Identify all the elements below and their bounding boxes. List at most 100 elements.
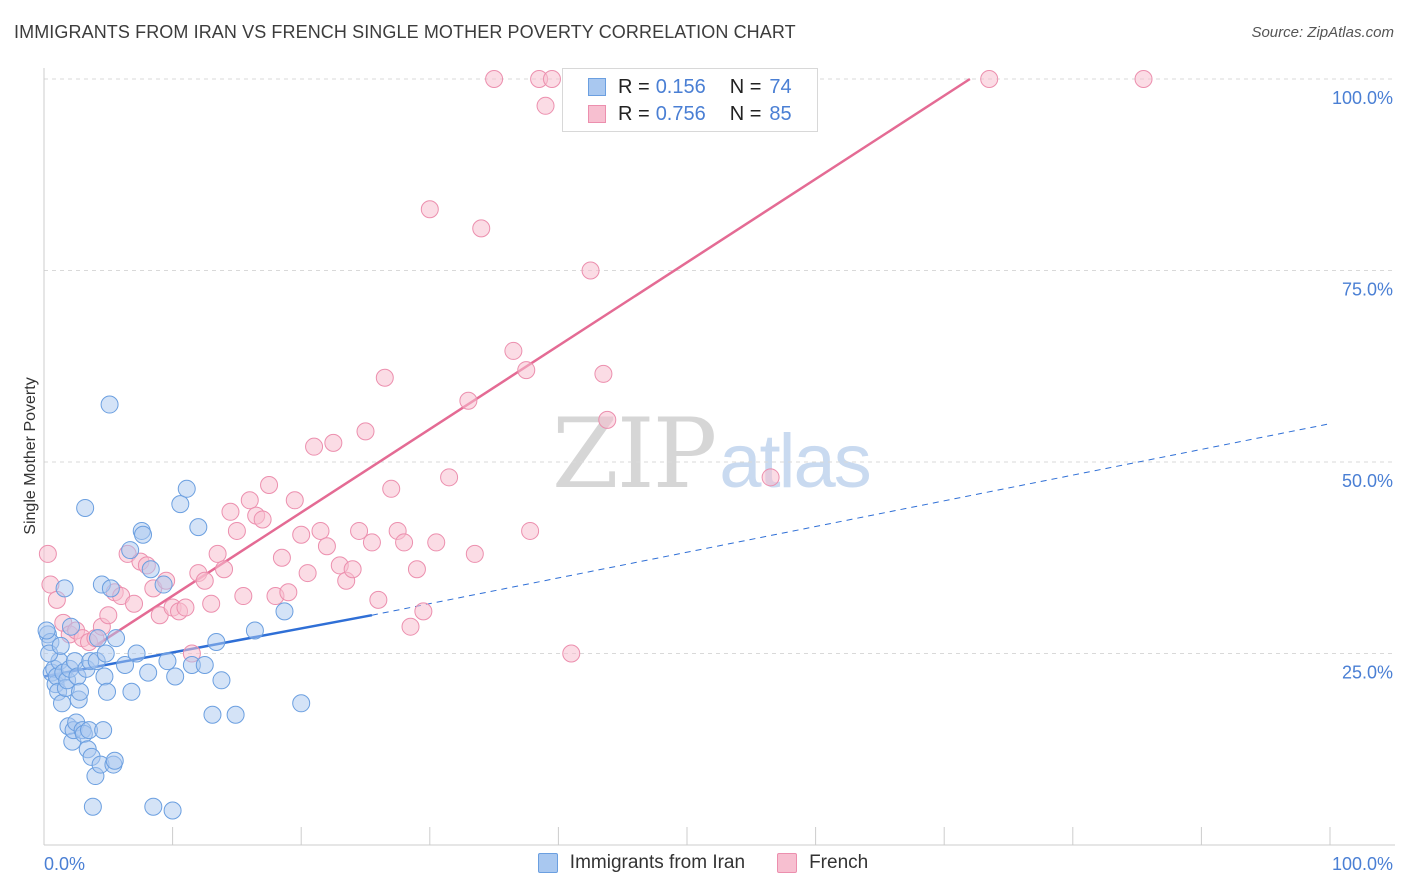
french-swatch xyxy=(588,105,606,123)
iran-point xyxy=(134,525,153,544)
iran-n-value: 74 xyxy=(769,75,792,98)
axes xyxy=(43,68,1395,846)
iran-point xyxy=(144,797,163,816)
legend-item-iran[interactable]: Immigrants from Iran xyxy=(537,852,746,874)
french-point xyxy=(279,583,298,602)
legend-n-label: N = xyxy=(729,102,762,125)
french-point xyxy=(234,587,253,606)
french-point xyxy=(427,533,446,552)
iran-point xyxy=(62,617,81,636)
french-point xyxy=(38,544,57,563)
iran-point xyxy=(189,518,208,537)
french-point xyxy=(208,544,227,563)
iran-trend-dashed xyxy=(371,423,1331,616)
french-point xyxy=(395,533,414,552)
french-point xyxy=(517,361,536,380)
french-point xyxy=(401,617,420,636)
y-axis-label: Single Mother Poverty xyxy=(22,377,39,534)
french-point xyxy=(581,261,600,280)
french-point xyxy=(521,521,540,540)
iran-point xyxy=(195,655,214,674)
french-point xyxy=(504,341,523,360)
iran-r-value: 0.156 xyxy=(655,75,706,98)
french-point xyxy=(285,491,304,510)
iran-legend-swatch xyxy=(537,853,558,873)
french-point xyxy=(305,437,324,456)
french-point xyxy=(253,510,272,529)
iran-point xyxy=(98,682,117,701)
iran-point xyxy=(292,694,311,713)
iran-points xyxy=(37,395,311,820)
legend-item-french[interactable]: French xyxy=(777,852,868,874)
french-point xyxy=(485,70,504,88)
french-point xyxy=(99,606,118,625)
iran-point xyxy=(226,705,245,724)
iran-point xyxy=(100,395,119,414)
iran-point xyxy=(94,721,113,740)
source-label: Source: ZipAtlas.com xyxy=(1251,24,1394,41)
iran-point xyxy=(163,801,182,820)
y-tick-label: 75.0% xyxy=(1342,280,1393,300)
french-point xyxy=(459,391,478,410)
legend-row-iran: R = 0.156 N = 74 xyxy=(563,74,792,100)
iran-point xyxy=(127,644,146,663)
x-tick-label-min: 0.0% xyxy=(44,854,85,874)
iran-point xyxy=(89,629,108,648)
french-n-value: 85 xyxy=(769,102,792,125)
french-point xyxy=(369,590,388,609)
french-point xyxy=(536,96,555,115)
french-point xyxy=(292,525,311,544)
french-point xyxy=(350,521,369,540)
iran-point xyxy=(166,667,185,686)
french-point xyxy=(317,537,336,556)
french-point xyxy=(202,594,221,613)
french-point xyxy=(272,548,291,567)
french-point xyxy=(472,219,491,238)
iran-point xyxy=(55,579,74,598)
iran-point xyxy=(158,652,177,671)
french-point xyxy=(227,521,246,540)
french-point xyxy=(465,544,484,563)
french-point xyxy=(594,364,613,383)
chart-title: IMMIGRANTS FROM IRAN VS FRENCH SINGLE MO… xyxy=(14,22,796,42)
french-point xyxy=(414,602,433,621)
french-point xyxy=(298,564,317,583)
watermark-zip: ZIP xyxy=(552,398,717,510)
grid-lines xyxy=(44,78,1395,654)
french-legend-swatch xyxy=(777,853,798,873)
legend-n-label: N = xyxy=(729,75,762,98)
iran-point xyxy=(105,751,124,770)
french-point xyxy=(215,560,234,579)
iran-point xyxy=(71,682,90,701)
french-point xyxy=(407,560,426,579)
french-point xyxy=(761,468,780,487)
iran-point xyxy=(203,705,222,724)
french-point xyxy=(1134,70,1153,88)
iran-point xyxy=(101,579,120,598)
iran-point xyxy=(275,602,294,621)
iran-point xyxy=(212,671,231,690)
iran-point xyxy=(139,663,158,682)
iran-point xyxy=(83,797,102,816)
iran-point xyxy=(245,621,264,640)
french-point xyxy=(598,410,617,429)
y-tick-label: 100.0% xyxy=(1332,88,1393,108)
iran-legend-label: Immigrants from Iran xyxy=(569,852,746,873)
french-point xyxy=(542,70,561,88)
legend-r-label: R = xyxy=(618,102,650,125)
iran-point xyxy=(116,655,135,674)
iran-swatch xyxy=(588,78,606,96)
iran-point xyxy=(51,636,70,655)
french-legend-label: French xyxy=(809,852,869,873)
iran-point xyxy=(207,633,226,652)
french-point xyxy=(240,491,259,510)
french-point xyxy=(195,571,214,590)
iran-point xyxy=(121,541,140,560)
french-points xyxy=(38,70,1153,663)
series-legend: Immigrants from Iran French xyxy=(0,852,1406,874)
iran-point xyxy=(96,644,115,663)
iran-point xyxy=(141,560,160,579)
french-point xyxy=(311,521,330,540)
french-point xyxy=(362,533,381,552)
